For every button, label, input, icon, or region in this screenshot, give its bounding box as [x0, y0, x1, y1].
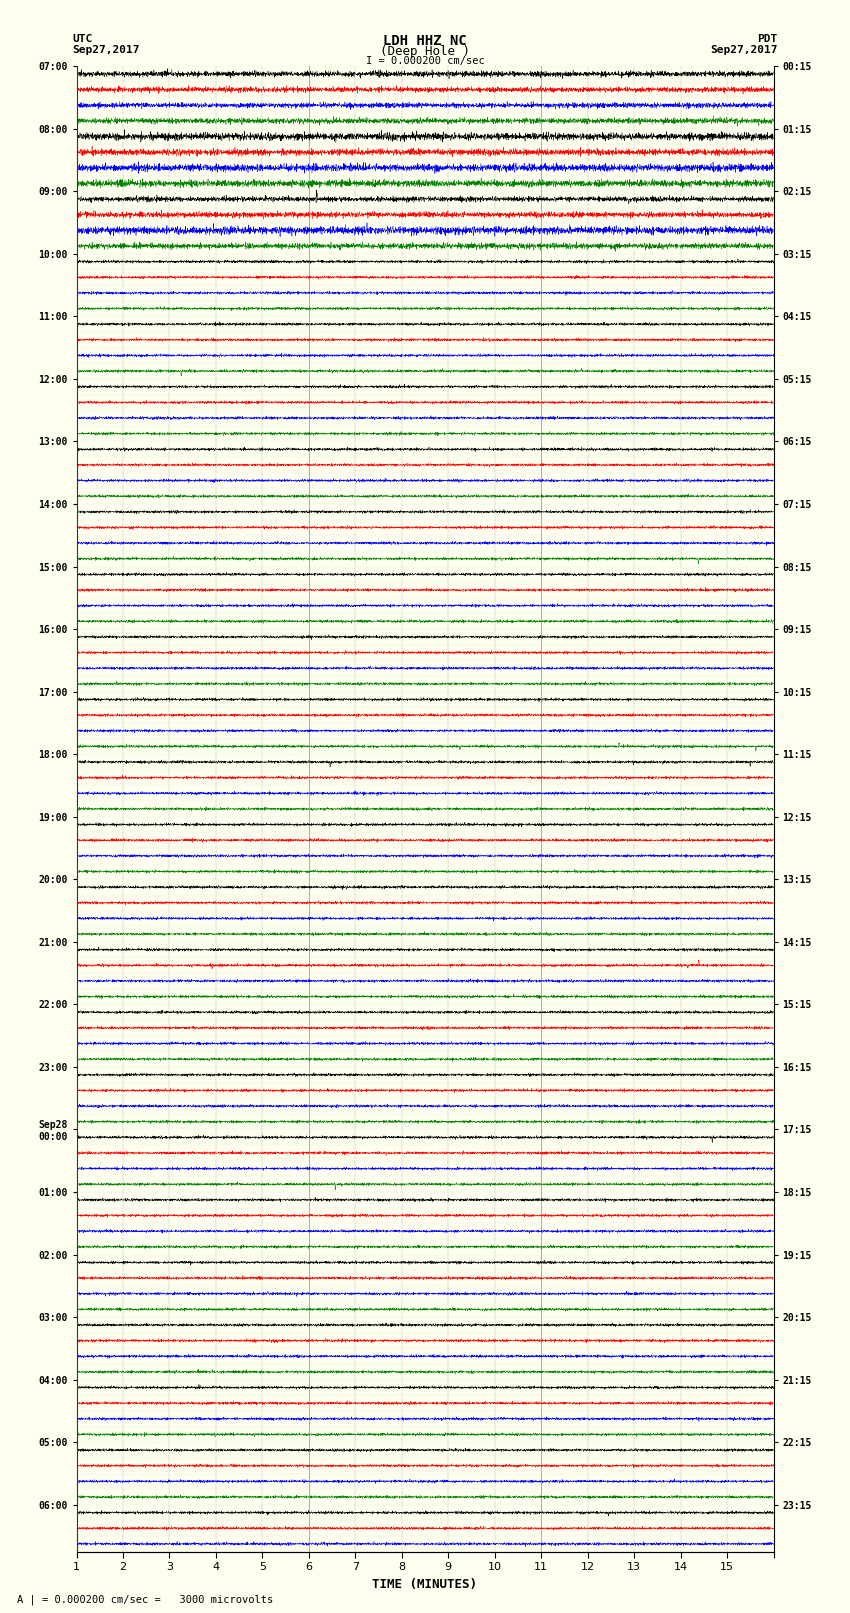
Text: LDH HHZ NC: LDH HHZ NC [383, 34, 467, 48]
Text: A | = 0.000200 cm/sec =   3000 microvolts: A | = 0.000200 cm/sec = 3000 microvolts [17, 1594, 273, 1605]
Text: PDT: PDT [757, 34, 778, 44]
X-axis label: TIME (MINUTES): TIME (MINUTES) [372, 1578, 478, 1590]
Text: Sep27,2017: Sep27,2017 [711, 45, 778, 55]
Text: I = 0.000200 cm/sec: I = 0.000200 cm/sec [366, 56, 484, 66]
Text: (Deep Hole ): (Deep Hole ) [380, 45, 470, 58]
Text: Sep27,2017: Sep27,2017 [72, 45, 139, 55]
Text: UTC: UTC [72, 34, 93, 44]
